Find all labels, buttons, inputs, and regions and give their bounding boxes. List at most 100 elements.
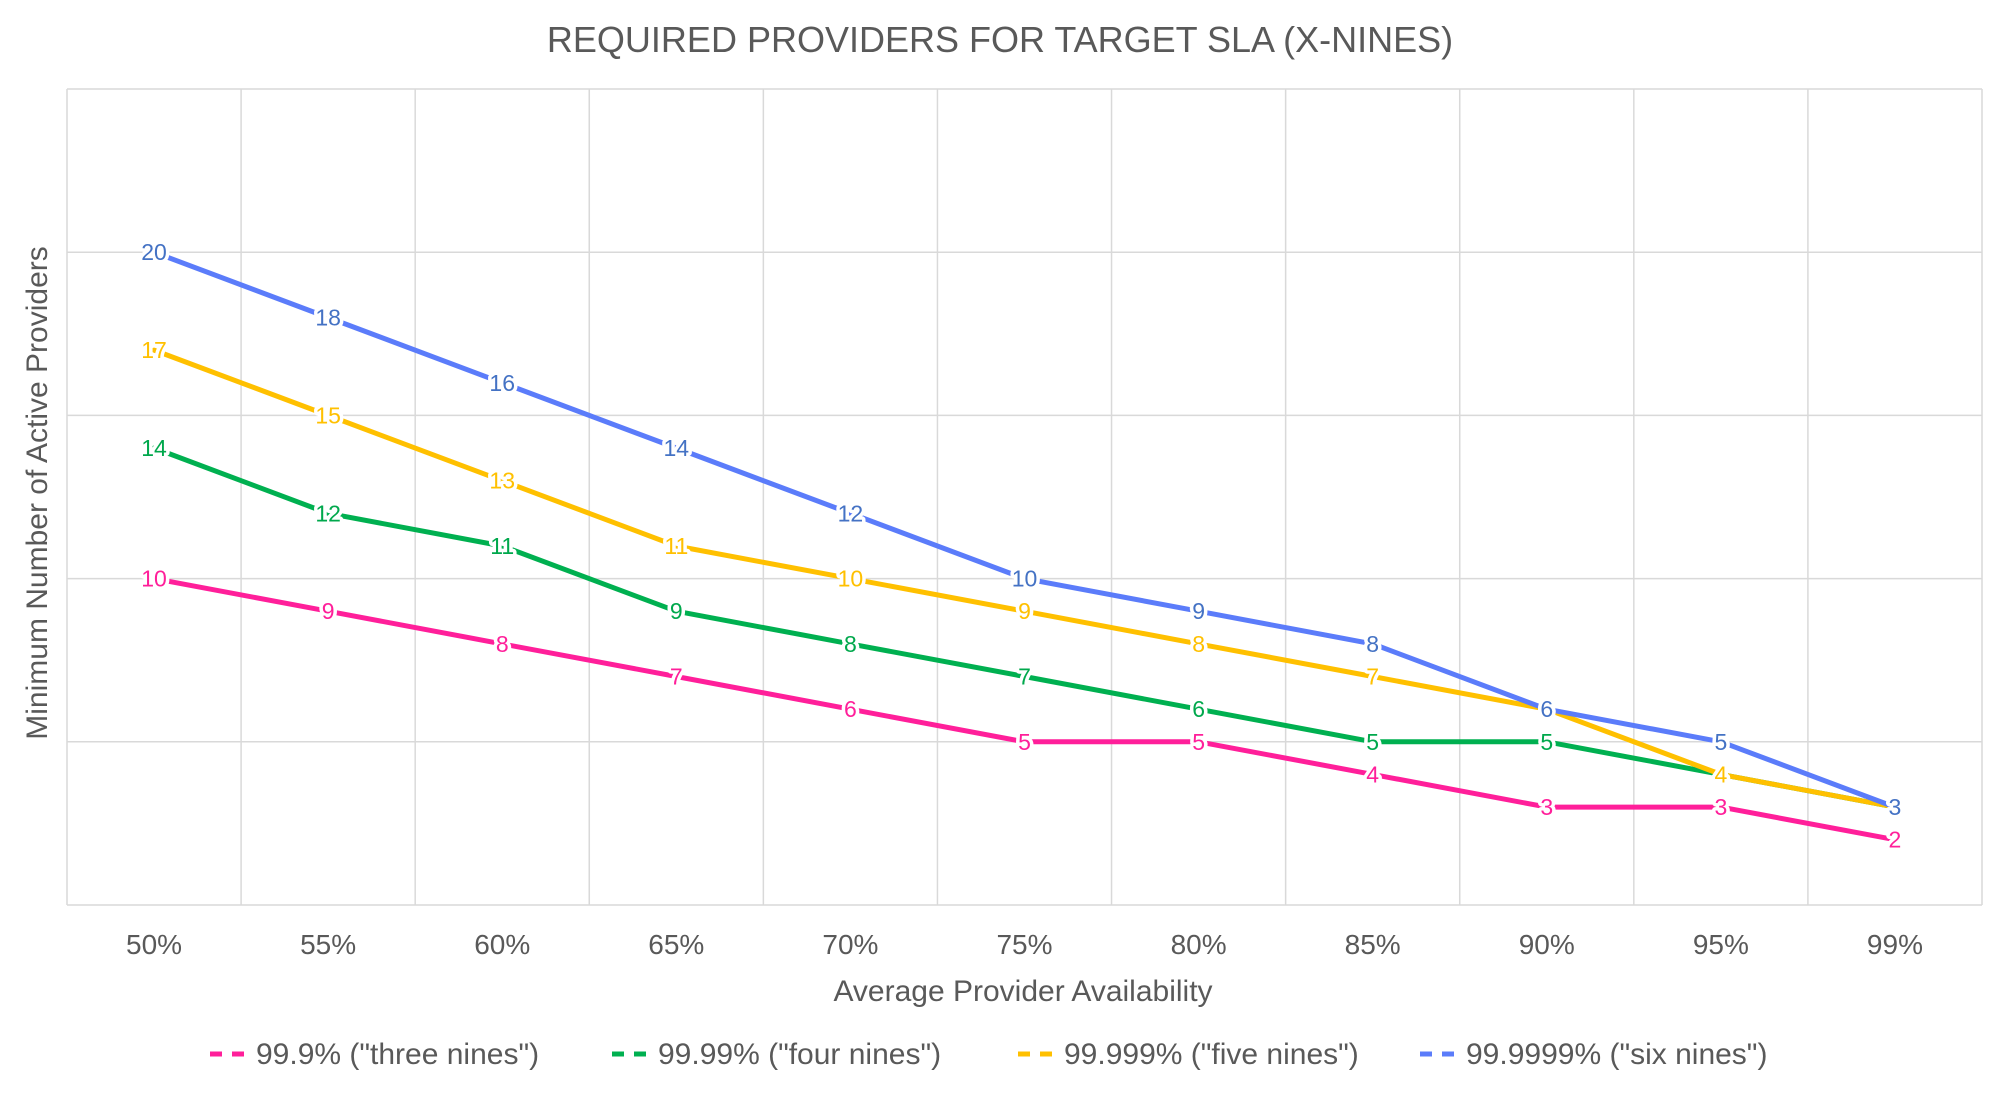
legend-label: 99.99% ("four nines") xyxy=(658,1038,941,1071)
data-label-halo: 11 xyxy=(664,533,688,559)
data-label-halo: 6 xyxy=(1540,696,1553,722)
data-label: 9 xyxy=(1018,598,1031,624)
data-label: 11 xyxy=(664,533,688,559)
data-label-halo: 5 xyxy=(1192,729,1205,755)
series-line-0 xyxy=(151,576,1898,843)
data-label-halo: 18 xyxy=(315,304,341,330)
data-label-halo: 3 xyxy=(1714,794,1727,820)
data-label: 2 xyxy=(1889,827,1902,853)
data-label: 11 xyxy=(490,533,514,559)
x-axis-title: Average Provider Availability xyxy=(833,975,1212,1008)
x-tick-label: 85% xyxy=(1345,929,1401,960)
data-label-halo: 6 xyxy=(844,696,857,722)
data-label-halo: 7 xyxy=(670,664,683,690)
data-label: 9 xyxy=(1192,598,1205,624)
data-label-halo: 8 xyxy=(496,631,509,657)
data-label-halo: 6 xyxy=(1192,696,1205,722)
data-label: 4 xyxy=(1366,761,1379,787)
x-tick-label: 60% xyxy=(474,929,530,960)
data-label: 3 xyxy=(1889,794,1902,820)
legend: 99.9% ("three nines") 99.99% ("four nines… xyxy=(210,1038,1767,1071)
series-line-1 xyxy=(151,445,1898,810)
x-tick-labels: 50% 55% 60% 65% 70% 75% 80% 85% 90% 95% 99% xyxy=(126,929,1923,960)
data-label: 3 xyxy=(1889,794,1902,820)
legend-item-0: 99.9% ("three nines") xyxy=(210,1038,539,1071)
data-label-halo: 4 xyxy=(1366,761,1379,787)
legend-label: 99.9999% ("six nines") xyxy=(1466,1038,1767,1071)
data-label-halo: 16 xyxy=(489,370,515,396)
data-label: 5 xyxy=(1018,729,1031,755)
x-tick-label: 75% xyxy=(996,929,1052,960)
legend-label: 99.999% ("five nines") xyxy=(1064,1038,1359,1071)
data-label: 6 xyxy=(1540,696,1553,722)
x-tick-label: 50% xyxy=(126,929,182,960)
data-label: 5 xyxy=(1714,729,1727,755)
data-label-halo: 5 xyxy=(1018,729,1031,755)
data-label-halo: 12 xyxy=(838,500,864,526)
data-label-halo: 7 xyxy=(1366,664,1379,690)
data-label: 6 xyxy=(1192,696,1205,722)
data-label-halo: 6 xyxy=(1540,696,1553,722)
x-tick-label: 95% xyxy=(1693,929,1749,960)
grid-lines xyxy=(66,88,1983,906)
data-label-halo: 15 xyxy=(315,402,341,428)
data-label: 3 xyxy=(1714,794,1727,820)
data-label-halo: 13 xyxy=(489,468,515,494)
data-label: 10 xyxy=(838,566,864,592)
data-label-halo: 8 xyxy=(1192,631,1205,657)
series-lines xyxy=(151,249,1898,843)
data-label-halo: 10 xyxy=(1012,566,1038,592)
x-tick-label: 99% xyxy=(1867,929,1923,960)
data-label: 10 xyxy=(1012,566,1038,592)
data-label-halo: 12 xyxy=(315,500,341,526)
data-label: 8 xyxy=(844,631,857,657)
legend-item-2: 99.999% ("five nines") xyxy=(1018,1038,1359,1071)
data-label-halo: 9 xyxy=(1018,598,1031,624)
x-tick-label: 55% xyxy=(300,929,356,960)
data-label: 9 xyxy=(322,598,335,624)
data-label: 18 xyxy=(315,304,341,330)
data-label: 4 xyxy=(1714,761,1727,787)
data-label-halo: 9 xyxy=(1192,598,1205,624)
legend-item-3: 99.9999% ("six nines") xyxy=(1420,1038,1767,1071)
data-label-halo: 14 xyxy=(664,435,690,461)
data-label-halo: 11 xyxy=(490,533,514,559)
data-label: 5 xyxy=(1366,729,1379,755)
data-label: 8 xyxy=(496,631,509,657)
legend-label: 99.9% ("three nines") xyxy=(256,1038,539,1071)
data-label: 10 xyxy=(141,566,167,592)
data-label: 12 xyxy=(838,500,864,526)
data-label-halo: 8 xyxy=(1366,631,1379,657)
data-label-halo: 3 xyxy=(1889,794,1902,820)
data-label: 13 xyxy=(489,468,515,494)
data-label-halo: 3 xyxy=(1540,794,1553,820)
data-label-halo: 10 xyxy=(141,566,167,592)
data-label: 9 xyxy=(670,598,683,624)
data-label-halo: 3 xyxy=(1889,794,1902,820)
data-label-halo: 5 xyxy=(1714,729,1727,755)
data-label-halo: 4 xyxy=(1714,761,1727,787)
data-label: 17 xyxy=(141,337,167,363)
data-label: 7 xyxy=(670,664,683,690)
data-label: 5 xyxy=(1540,729,1553,755)
data-label-halo: 5 xyxy=(1366,729,1379,755)
series-line-2 xyxy=(151,347,1898,810)
chart-title: REQUIRED PROVIDERS FOR TARGET SLA (X-NIN… xyxy=(547,19,1453,60)
data-label-halo: 20 xyxy=(141,239,167,265)
data-label-halo: 3 xyxy=(1889,794,1902,820)
data-label-halo: 8 xyxy=(844,631,857,657)
data-label: 7 xyxy=(1018,664,1031,690)
x-tick-label: 65% xyxy=(648,929,704,960)
data-label: 3 xyxy=(1540,794,1553,820)
data-label: 3 xyxy=(1889,794,1902,820)
data-label: 5 xyxy=(1192,729,1205,755)
data-label-halo: 4 xyxy=(1714,761,1727,787)
data-label: 7 xyxy=(1366,664,1379,690)
x-tick-label: 70% xyxy=(822,929,878,960)
data-label: 12 xyxy=(315,500,341,526)
data-label-halo: 7 xyxy=(1018,664,1031,690)
data-label: 15 xyxy=(315,402,341,428)
data-label: 6 xyxy=(844,696,857,722)
